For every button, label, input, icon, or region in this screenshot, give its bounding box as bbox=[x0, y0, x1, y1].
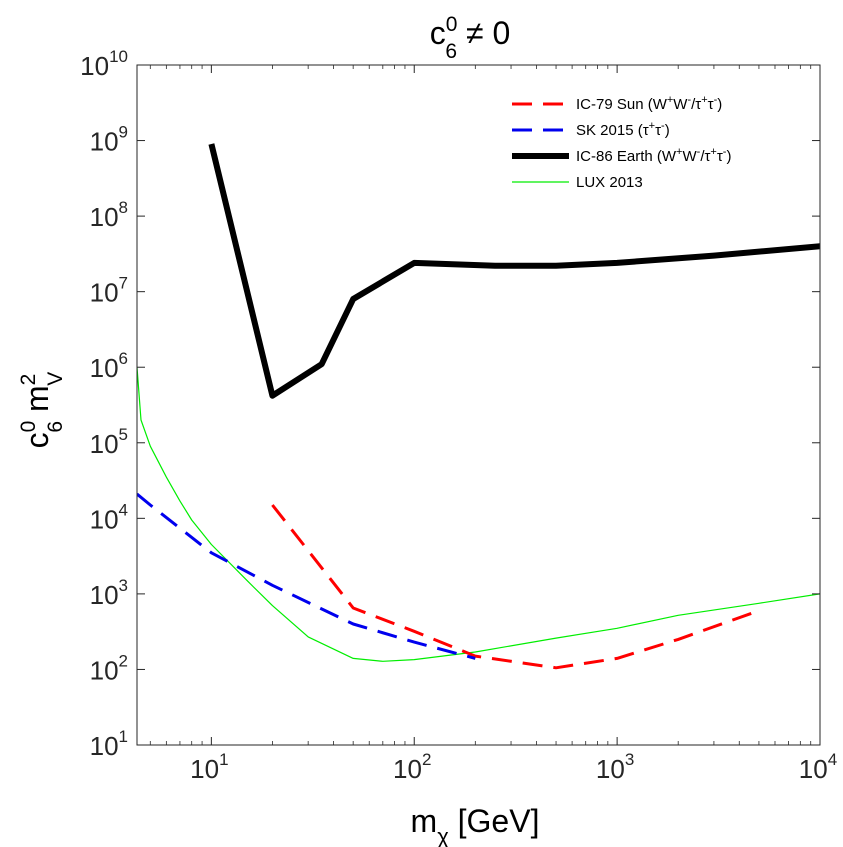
legend-label-text: SK 2015 (τ bbox=[576, 122, 649, 139]
series-line-1 bbox=[271, 504, 760, 670]
legend-superscript: - bbox=[723, 146, 727, 158]
y-tick-base: 10 bbox=[90, 580, 119, 610]
plot-area bbox=[137, 143, 820, 670]
y-tick-base: 10 bbox=[90, 353, 119, 383]
y-tick-exponent: 4 bbox=[119, 500, 128, 519]
legend-label-text: /τ bbox=[700, 148, 710, 165]
x-tick-exponent: 4 bbox=[828, 750, 837, 769]
y-tick-exponent: 6 bbox=[119, 349, 128, 368]
y-tick-label: 107 bbox=[90, 274, 128, 308]
series-line-2 bbox=[137, 492, 476, 660]
y-tick-exponent: 10 bbox=[109, 47, 128, 66]
legend-superscript: + bbox=[701, 94, 707, 106]
axes: 101 102 103 1041011021031041051061071081091… bbox=[80, 47, 837, 784]
y-tick-label: 101 bbox=[90, 727, 128, 761]
x-tick-base: 10 bbox=[190, 754, 219, 784]
y-tick-label: 1010 bbox=[80, 47, 128, 81]
series-line-4 bbox=[137, 367, 820, 662]
y-tick-label: 108 bbox=[90, 198, 128, 232]
legend-label-text: τ bbox=[708, 96, 714, 113]
y-tick-exponent: 5 bbox=[119, 425, 128, 444]
x-tick-label: 104 bbox=[799, 750, 837, 784]
legend-label-text: IC-86 Earth (W bbox=[576, 148, 677, 165]
legend-superscript: - bbox=[714, 94, 718, 106]
legend-superscript: - bbox=[687, 94, 691, 106]
y-tick-exponent: 1 bbox=[119, 727, 128, 746]
y-tick-exponent: 2 bbox=[119, 651, 128, 670]
y-tick-label: 102 bbox=[90, 651, 128, 685]
x-tick-base: 10 bbox=[596, 754, 625, 784]
y-label-superscript-2: 2 bbox=[17, 374, 40, 386]
y-tick-exponent: 8 bbox=[119, 198, 128, 217]
legend-superscript: + bbox=[710, 146, 716, 158]
y-tick-label: 109 bbox=[90, 123, 128, 157]
legend-label-text: W bbox=[673, 96, 688, 113]
y-label-subscript-2: V bbox=[44, 372, 67, 386]
y-tick-base: 10 bbox=[90, 278, 119, 308]
legend-label-text: LUX 2013 bbox=[576, 174, 643, 191]
series-line-3 bbox=[208, 143, 820, 399]
y-tick-exponent: 9 bbox=[119, 123, 128, 142]
y-tick-base: 10 bbox=[90, 202, 119, 232]
legend-label-text: τ bbox=[717, 148, 723, 165]
x-label-subscript: χ bbox=[437, 824, 449, 847]
chart-title: c0 6 ≠ 0 bbox=[430, 13, 511, 63]
legend-label-text: IC-79 Sun (W bbox=[576, 96, 668, 113]
legend-label-3: IC-86 Earth (W+W-/τ+τ-) bbox=[576, 146, 731, 165]
title-subscript: 6 bbox=[445, 40, 457, 63]
legend-label-1: IC-79 Sun (W+W-/τ+τ-) bbox=[576, 94, 722, 113]
y-tick-exponent: 3 bbox=[119, 576, 128, 595]
x-tick-label: 102 bbox=[393, 750, 431, 784]
y-tick-label: 104 bbox=[90, 500, 128, 534]
y-tick-label: 106 bbox=[90, 349, 128, 383]
y-tick-base: 10 bbox=[90, 127, 119, 157]
y-tick-base: 10 bbox=[80, 51, 109, 81]
legend-superscript: + bbox=[676, 146, 682, 158]
x-axis-label: mχ [GeV] bbox=[411, 803, 540, 847]
legend-superscript: + bbox=[667, 94, 673, 106]
legend-label-text: ) bbox=[717, 96, 722, 113]
legend: IC-79 Sun (W+W-/τ+τ-)SK 2015 (τ+τ-)IC-86… bbox=[512, 94, 731, 191]
x-tick-base: 10 bbox=[393, 754, 422, 784]
x-tick-label: 103 bbox=[596, 750, 634, 784]
y-label-subscript: 6 bbox=[44, 421, 67, 433]
legend-label-text: /τ bbox=[691, 96, 701, 113]
legend-superscript: - bbox=[661, 120, 665, 132]
x-tick-exponent: 1 bbox=[219, 750, 228, 769]
y-tick-label: 103 bbox=[90, 576, 128, 610]
legend-label-text: W bbox=[682, 148, 697, 165]
legend-label-2: SK 2015 (τ+τ-) bbox=[576, 120, 670, 139]
y-tick-exponent: 7 bbox=[119, 274, 128, 293]
legend-label-text: ) bbox=[726, 148, 731, 165]
x-tick-base: 10 bbox=[799, 754, 828, 784]
y-tick-base: 10 bbox=[90, 655, 119, 685]
y-axis-label: c0 6 m2 V bbox=[17, 372, 67, 449]
y-tick-base: 10 bbox=[90, 504, 119, 534]
y-tick-base: 10 bbox=[90, 429, 119, 459]
x-tick-label: 101 bbox=[190, 750, 228, 784]
axes-frame bbox=[136, 64, 821, 746]
legend-label-text: τ bbox=[655, 122, 661, 139]
y-tick-label: 105 bbox=[90, 425, 128, 459]
y-label-superscript: 0 bbox=[17, 421, 40, 433]
legend-superscript: + bbox=[649, 120, 655, 132]
x-tick-exponent: 2 bbox=[422, 750, 431, 769]
legend-label-text: ) bbox=[665, 122, 670, 139]
title-superscript: 0 bbox=[446, 13, 458, 36]
legend-superscript: - bbox=[697, 146, 701, 158]
x-tick-exponent: 3 bbox=[625, 750, 634, 769]
legend-label-4: LUX 2013 bbox=[576, 174, 643, 191]
y-tick-base: 10 bbox=[90, 731, 119, 761]
